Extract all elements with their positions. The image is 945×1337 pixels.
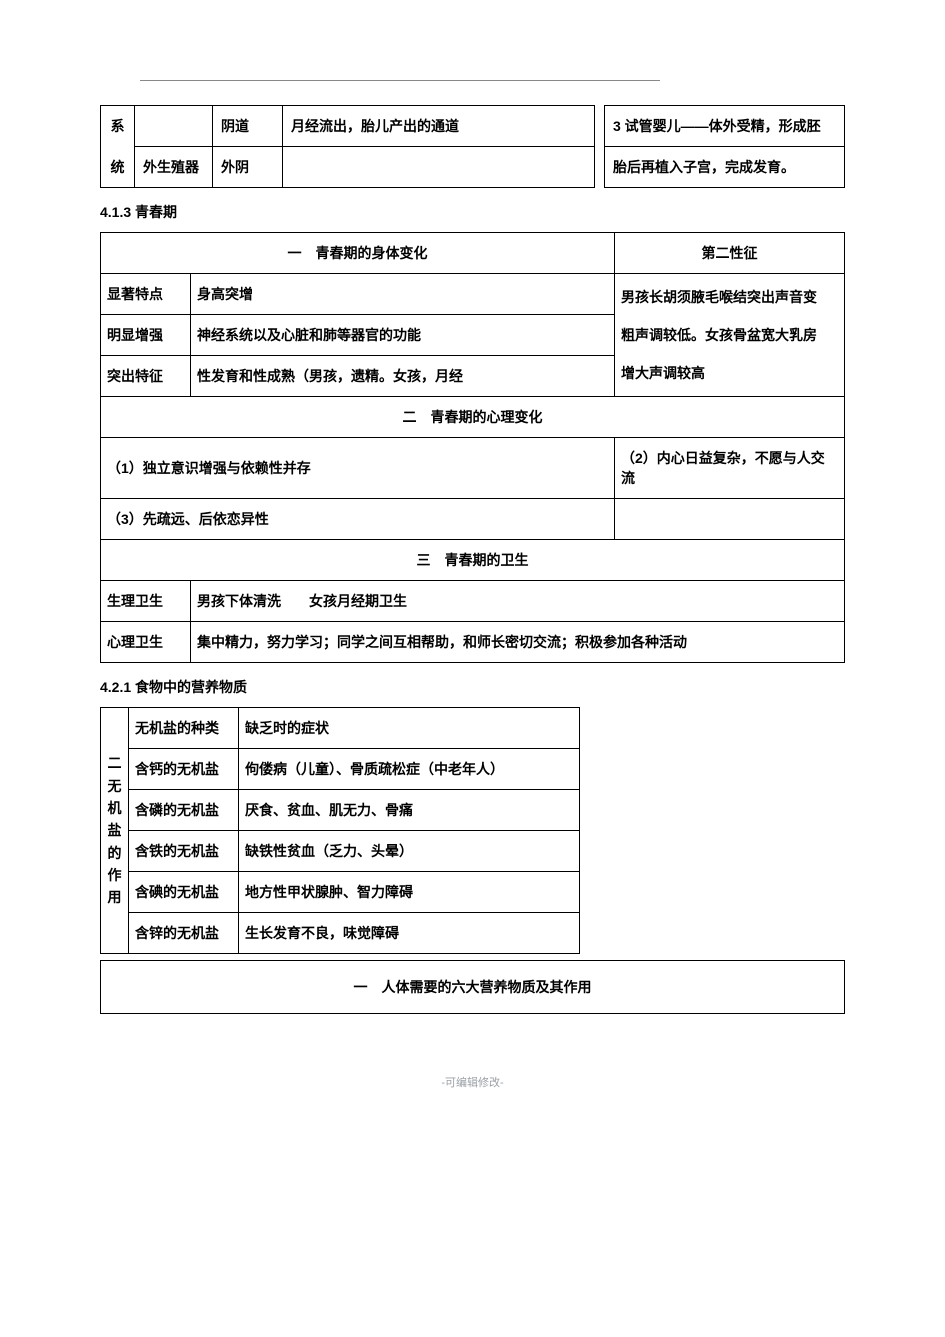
reproductive-system-table: 系 阴道 月经流出，胎儿产出的通道 3 试管婴儿——体外受精，形成胚 统 外生殖… xyxy=(100,105,845,188)
gap xyxy=(595,147,605,188)
text: 二无机盐的作用 xyxy=(108,752,122,909)
cell: 显著特点 xyxy=(101,274,191,315)
text: 增大声调较高 xyxy=(621,363,838,383)
cell: 厌食、贫血、肌无力、骨痛 xyxy=(239,790,580,831)
cell: 无机盐的种类 xyxy=(129,708,239,749)
cell xyxy=(615,499,845,540)
side-label: 二无机盐的作用 xyxy=(101,708,129,954)
cell: 外阴 xyxy=(213,147,283,188)
cell: 缺乏时的症状 xyxy=(239,708,580,749)
table-row: 系 阴道 月经流出，胎儿产出的通道 3 试管婴儿——体外受精，形成胚 xyxy=(101,106,845,147)
cell: 缺铁性贫血（乏力、头晕） xyxy=(239,831,580,872)
cell: 含磷的无机盐 xyxy=(129,790,239,831)
cell: 明显增强 xyxy=(101,315,191,356)
cell: 系 xyxy=(101,106,135,147)
cell: 3 试管婴儿——体外受精，形成胚 xyxy=(605,106,845,147)
cell: 生理卫生 xyxy=(101,581,191,622)
table-row: 显著特点 身高突增 男孩长胡须腋毛喉结突出声音变 粗声调较低。女孩骨盆宽大乳房 … xyxy=(101,274,845,315)
cell: 身高突增 xyxy=(191,274,615,315)
table-row: 一 人体需要的六大营养物质及其作用 xyxy=(101,961,845,1014)
document-page: 系 阴道 月经流出，胎儿产出的通道 3 试管婴儿——体外受精，形成胚 统 外生殖… xyxy=(0,0,945,1130)
text: 粗声调较低。女孩骨盆宽大乳房 xyxy=(621,325,838,345)
cell: 一 人体需要的六大营养物质及其作用 xyxy=(101,961,845,1014)
table-row: 统 外生殖器 外阴 胎后再植入子宫，完成发育。 xyxy=(101,147,845,188)
cell: 含钙的无机盐 xyxy=(129,749,239,790)
cell: （2）内心日益复杂，不愿与人交流 xyxy=(615,438,845,499)
cell: 含锌的无机盐 xyxy=(129,913,239,954)
section-heading-421: 4.2.1 食物中的营养物质 xyxy=(100,677,845,697)
cell: 突出特征 xyxy=(101,356,191,397)
six-nutrients-table: 一 人体需要的六大营养物质及其作用 xyxy=(100,960,845,1014)
table-row: （1）独立意识增强与依赖性并存 （2）内心日益复杂，不愿与人交流 xyxy=(101,438,845,499)
table-row: 含钙的无机盐 佝偻病（儿童）、骨质疏松症（中老年人） xyxy=(101,749,580,790)
cell: 男孩下体清洗 女孩月经期卫生 xyxy=(191,581,845,622)
cell: 胎后再植入子宫，完成发育。 xyxy=(605,147,845,188)
section-heading-413: 4.1.3 青春期 xyxy=(100,202,845,222)
cell: 佝偻病（儿童）、骨质疏松症（中老年人） xyxy=(239,749,580,790)
cell: 三 青春期的卫生 xyxy=(101,540,845,581)
table-row: （3）先疏远、后依恋异性 xyxy=(101,499,845,540)
cell xyxy=(135,106,213,147)
cell: 第二性征 xyxy=(615,233,845,274)
table-row: 含锌的无机盐 生长发育不良，味觉障碍 xyxy=(101,913,580,954)
cell: 集中精力，努力学习；同学之间互相帮助，和师长密切交流；积极参加各种活动 xyxy=(191,622,845,663)
table-row: 二无机盐的作用 无机盐的种类 缺乏时的症状 xyxy=(101,708,580,749)
cell xyxy=(283,147,595,188)
puberty-table: 一 青春期的身体变化 第二性征 显著特点 身高突增 男孩长胡须腋毛喉结突出声音变… xyxy=(100,232,845,663)
table-row: 含磷的无机盐 厌食、贫血、肌无力、骨痛 xyxy=(101,790,580,831)
cell: （3）先疏远、后依恋异性 xyxy=(101,499,615,540)
table-row: 二 青春期的心理变化 xyxy=(101,397,845,438)
cell: 神经系统以及心脏和肺等器官的功能 xyxy=(191,315,615,356)
cell: 二 青春期的心理变化 xyxy=(101,397,845,438)
mineral-salts-table: 二无机盐的作用 无机盐的种类 缺乏时的症状 含钙的无机盐 佝偻病（儿童）、骨质疏… xyxy=(100,707,580,954)
table-row: 三 青春期的卫生 xyxy=(101,540,845,581)
cell: 生长发育不良，味觉障碍 xyxy=(239,913,580,954)
table-row: 心理卫生 集中精力，努力学习；同学之间互相帮助，和师长密切交流；积极参加各种活动 xyxy=(101,622,845,663)
header-rule xyxy=(140,80,660,81)
table-row: 含铁的无机盐 缺铁性贫血（乏力、头晕） xyxy=(101,831,580,872)
cell: 性发育和性成熟（男孩，遗精。女孩，月经 xyxy=(191,356,615,397)
cell: 含碘的无机盐 xyxy=(129,872,239,913)
cell: 男孩长胡须腋毛喉结突出声音变 粗声调较低。女孩骨盆宽大乳房 增大声调较高 xyxy=(615,274,845,397)
cell: 一 青春期的身体变化 xyxy=(101,233,615,274)
cell: 统 xyxy=(101,147,135,188)
text: 男孩长胡须腋毛喉结突出声音变 xyxy=(621,287,838,307)
cell: （1）独立意识增强与依赖性并存 xyxy=(101,438,615,499)
cell: 地方性甲状腺肿、智力障碍 xyxy=(239,872,580,913)
cell: 阴道 xyxy=(213,106,283,147)
table-row: 一 青春期的身体变化 第二性征 xyxy=(101,233,845,274)
table-row: 生理卫生 男孩下体清洗 女孩月经期卫生 xyxy=(101,581,845,622)
gap xyxy=(595,106,605,147)
cell: 心理卫生 xyxy=(101,622,191,663)
table-row: 含碘的无机盐 地方性甲状腺肿、智力障碍 xyxy=(101,872,580,913)
cell: 月经流出，胎儿产出的通道 xyxy=(283,106,595,147)
page-footer: -可编辑修改- xyxy=(100,1074,845,1090)
cell: 含铁的无机盐 xyxy=(129,831,239,872)
cell: 外生殖器 xyxy=(135,147,213,188)
